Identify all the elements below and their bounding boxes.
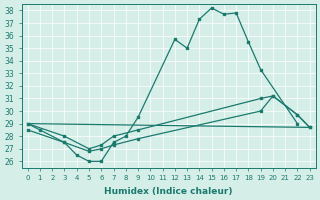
X-axis label: Humidex (Indice chaleur): Humidex (Indice chaleur)	[104, 187, 233, 196]
